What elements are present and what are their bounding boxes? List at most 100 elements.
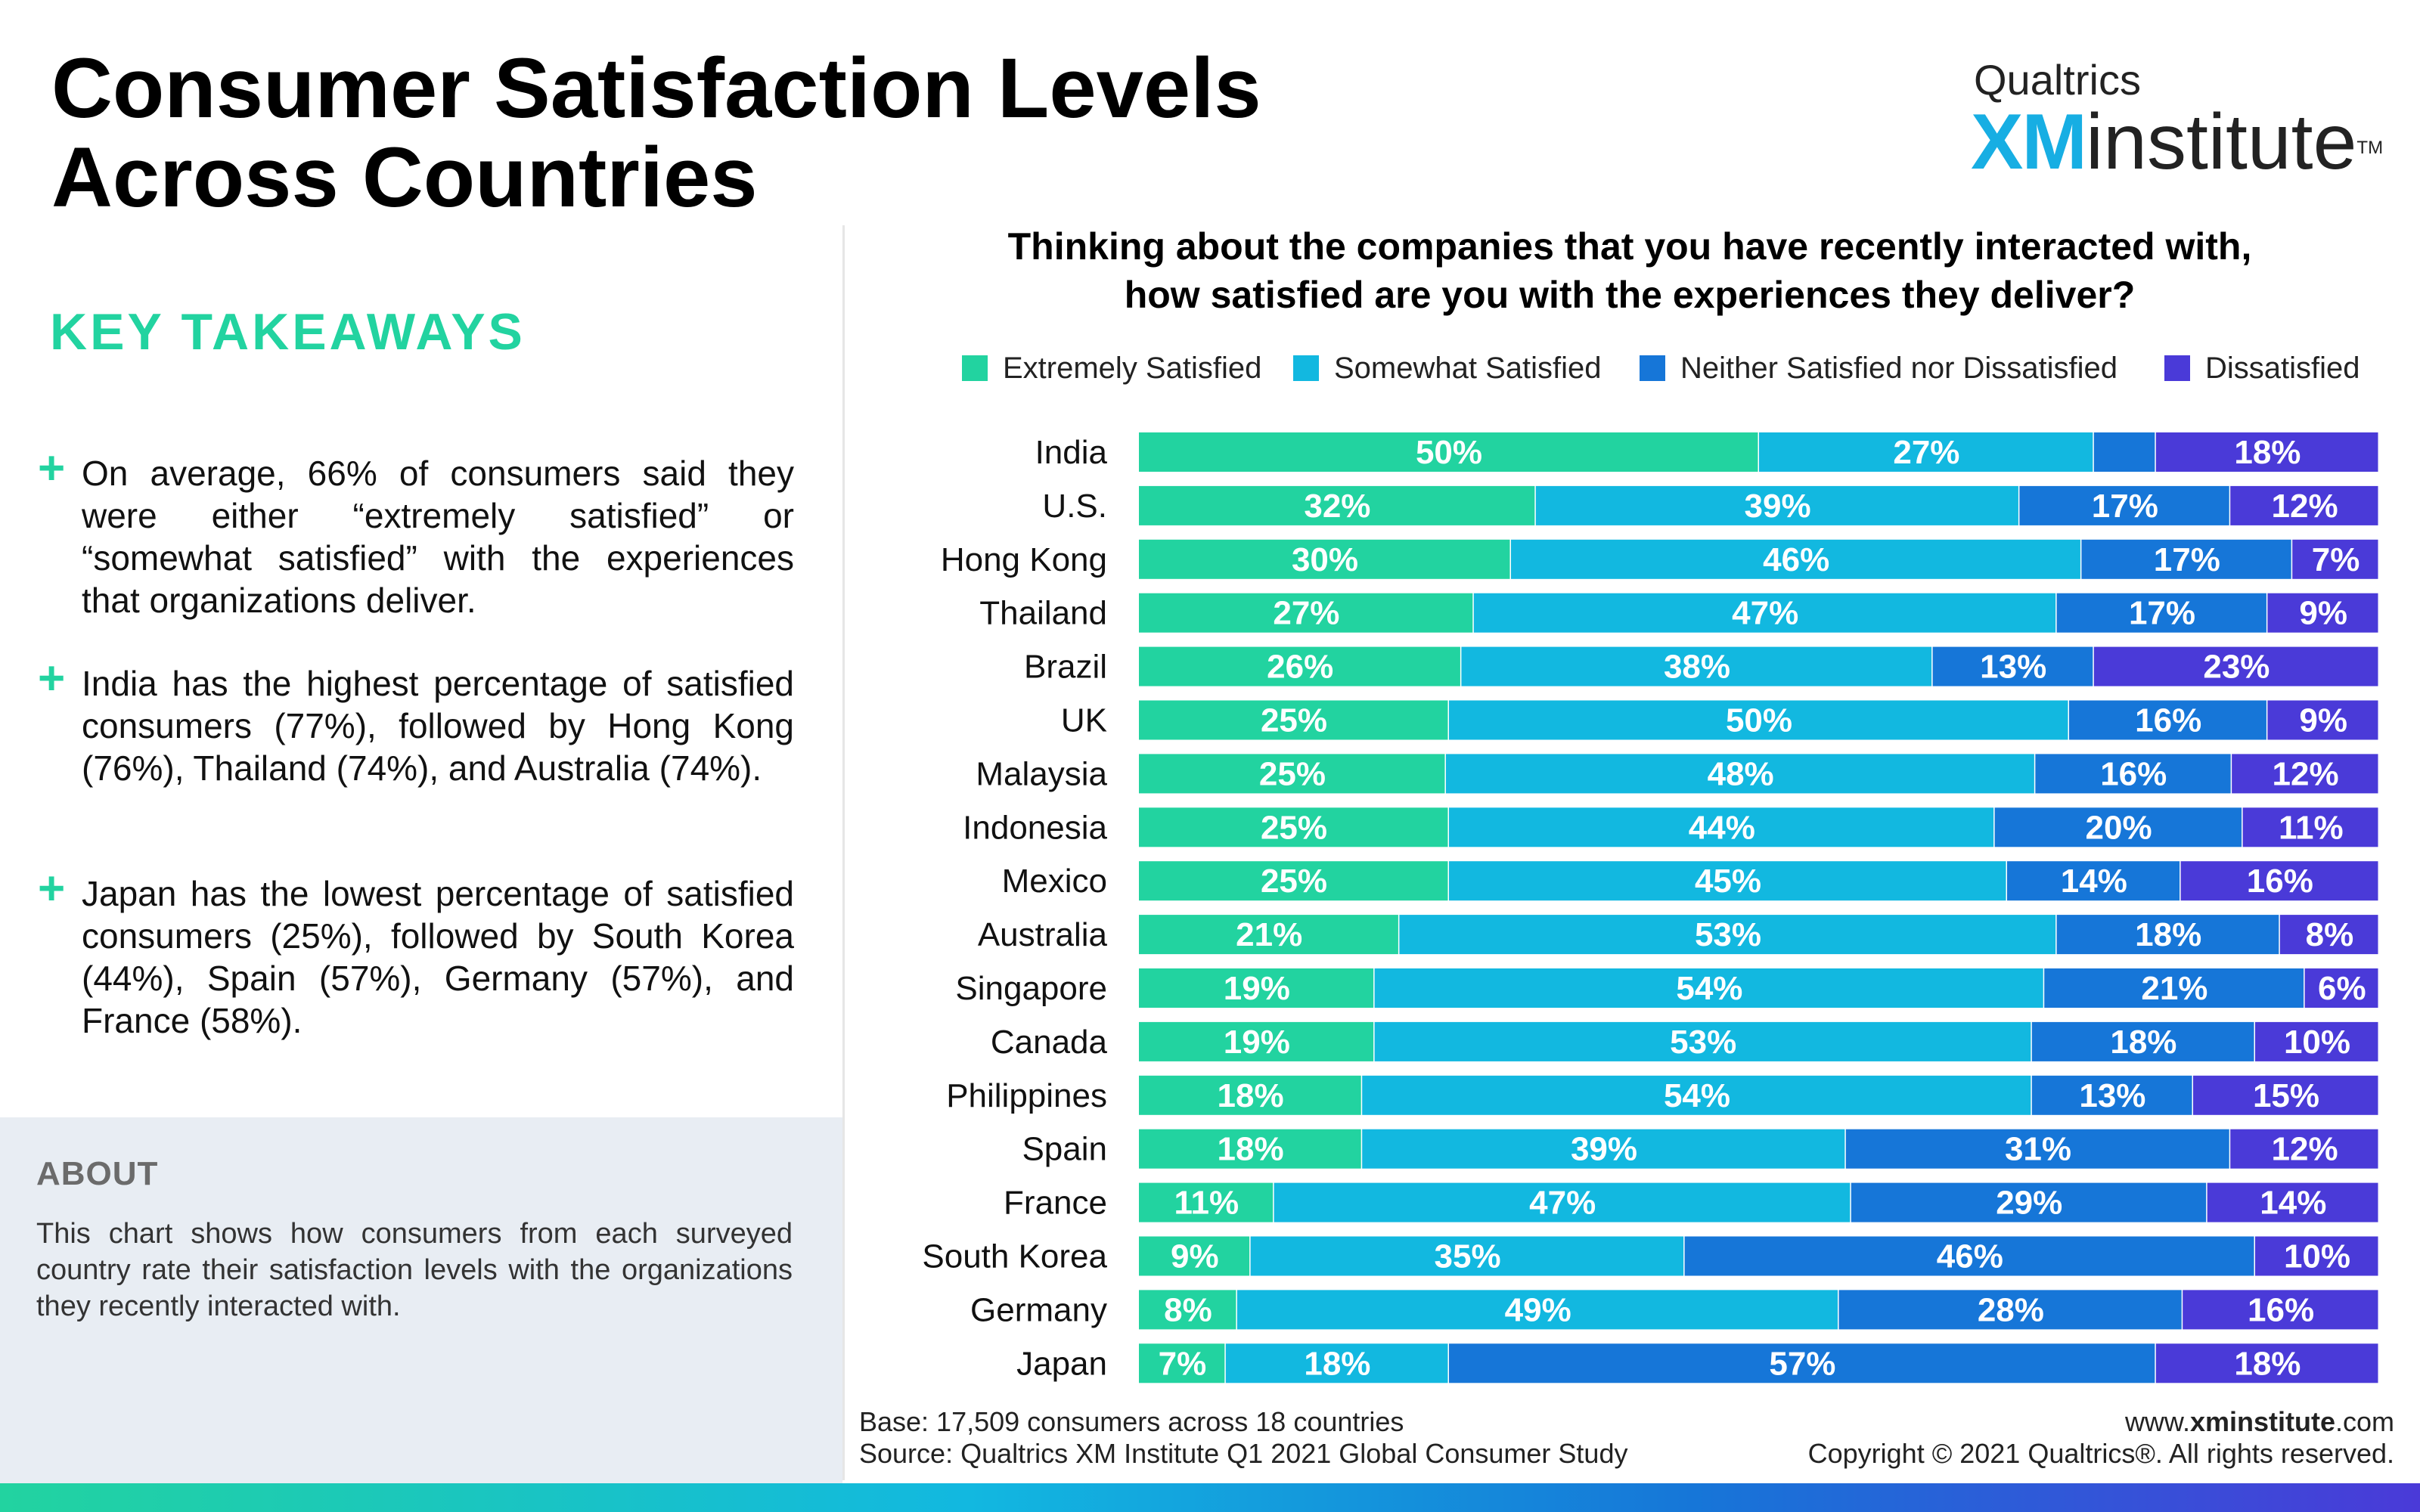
bar-mexico-somewhat-satisfied — [1449, 861, 2006, 901]
bar-malaysia-extremely-satisfied — [1139, 754, 1445, 794]
data-label-australia-extremely-satisfied: 21% — [1236, 916, 1302, 953]
chart-footer-left: Base: 17,509 consumers across 18 countri… — [859, 1406, 1627, 1470]
data-label-singapore-dissatisfied: 6% — [2318, 970, 2366, 1007]
bar-india-dissatisfied — [2155, 432, 2378, 472]
data-label-australia-neither: 18% — [2135, 916, 2201, 953]
website-link[interactable]: www.xminstitute.com — [1808, 1406, 2394, 1438]
bar-thailand-extremely-satisfied — [1139, 593, 1473, 633]
country-label-spain: Spain — [1022, 1131, 1107, 1168]
bar-indonesia-neither — [1994, 807, 2242, 847]
data-label-france-neither: 29% — [1996, 1185, 2062, 1222]
data-label-u-s-dissatisfied: 12% — [2272, 488, 2338, 525]
country-label-brazil: Brazil — [1024, 649, 1107, 686]
bar-hong-kong-neither — [2081, 539, 2291, 579]
country-label-malaysia: Malaysia — [976, 755, 1107, 792]
data-label-philippines-extremely-satisfied: 18% — [1218, 1077, 1284, 1114]
data-label-south-korea-extremely-satisfied: 9% — [1171, 1238, 1219, 1275]
data-label-thailand-extremely-satisfied: 27% — [1273, 595, 1339, 632]
data-label-mexico-extremely-satisfied: 25% — [1261, 863, 1327, 900]
legend-item-extremely-satisfied: Extremely Satisfied — [962, 348, 1261, 389]
bar-malaysia-somewhat-satisfied — [1445, 754, 2034, 794]
bar-philippines-extremely-satisfied — [1139, 1075, 1361, 1115]
bar-hong-kong-extremely-satisfied — [1139, 539, 1510, 579]
url-suffix: .com — [2335, 1406, 2394, 1437]
bar-spain-dissatisfied — [2230, 1129, 2378, 1169]
bar-malaysia-dissatisfied — [2232, 754, 2378, 794]
bar-south-korea-somewhat-satisfied — [1250, 1236, 1684, 1276]
data-label-malaysia-extremely-satisfied: 25% — [1259, 755, 1326, 792]
data-label-france-somewhat-satisfied: 47% — [1529, 1185, 1596, 1222]
data-label-u-s-extremely-satisfied: 32% — [1304, 488, 1370, 525]
data-label-spain-somewhat-satisfied: 39% — [1571, 1131, 1637, 1168]
data-label-brazil-somewhat-satisfied: 38% — [1664, 649, 1730, 686]
plus-icon: + — [38, 863, 66, 915]
plus-icon: + — [38, 442, 66, 494]
country-label-germany: Germany — [970, 1291, 1107, 1328]
legend-label: Neither Satisfied nor Dissatisfied — [1680, 351, 2118, 385]
bar-australia-extremely-satisfied — [1139, 915, 1398, 955]
chart-title-line-2: how satisfied are you with the experienc… — [1124, 274, 2136, 316]
data-label-mexico-neither: 14% — [2061, 863, 2127, 900]
legend-swatch — [2164, 355, 2190, 381]
bar-uk-dissatisfied — [2267, 700, 2378, 740]
data-label-indonesia-somewhat-satisfied: 44% — [1689, 809, 1755, 846]
data-label-spain-neither: 31% — [2005, 1131, 2071, 1168]
data-label-brazil-neither: 13% — [1980, 649, 2046, 686]
data-label-south-korea-neither: 46% — [1937, 1238, 2003, 1275]
bar-india-somewhat-satisfied — [1759, 432, 2093, 472]
country-label-australia: Australia — [978, 916, 1108, 953]
data-label-germany-neither: 28% — [1978, 1291, 2044, 1328]
country-label-mexico: Mexico — [1002, 863, 1107, 900]
data-label-hong-kong-dissatisfied: 7% — [2312, 541, 2360, 578]
bar-canada-extremely-satisfied — [1139, 1021, 1374, 1061]
data-label-philippines-neither: 13% — [2079, 1077, 2145, 1114]
bar-philippines-somewhat-satisfied — [1362, 1075, 2031, 1115]
data-label-singapore-somewhat-satisfied: 54% — [1676, 970, 1742, 1007]
takeaway-item-3: + Japan has the lowest percentage of sat… — [38, 863, 794, 1042]
bar-brazil-somewhat-satisfied — [1461, 646, 1932, 686]
data-label-philippines-somewhat-satisfied: 54% — [1664, 1077, 1730, 1114]
data-label-indonesia-extremely-satisfied: 25% — [1261, 809, 1327, 846]
bar-japan-neither — [1449, 1343, 2155, 1383]
data-label-canada-extremely-satisfied: 19% — [1224, 1024, 1290, 1061]
bar-brazil-neither — [1932, 646, 2093, 686]
data-label-canada-dissatisfied: 10% — [2284, 1024, 2350, 1061]
bar-mexico-neither — [2007, 861, 2180, 901]
bar-philippines-dissatisfied — [2193, 1075, 2378, 1115]
data-label-brazil-dissatisfied: 23% — [2203, 649, 2270, 686]
bar-indonesia-extremely-satisfied — [1139, 807, 1448, 847]
country-label-japan: Japan — [1016, 1345, 1107, 1382]
bar-japan-somewhat-satisfied — [1225, 1343, 1448, 1383]
chart-legend: Extremely Satisfied Somewhat Satisfied N… — [962, 348, 2384, 389]
data-label-france-dissatisfied: 14% — [2260, 1185, 2326, 1222]
legend-label: Extremely Satisfied — [1003, 351, 1262, 385]
data-label-malaysia-neither: 16% — [2100, 755, 2167, 792]
legend-item-dissatisfied: Dissatisfied — [2164, 348, 2360, 389]
bottom-gradient-band — [0, 1483, 2420, 1512]
logo-xm: XM — [1971, 98, 2087, 186]
data-label-brazil-extremely-satisfied: 26% — [1267, 649, 1333, 686]
data-label-india-extremely-satisfied: 50% — [1416, 434, 1482, 471]
bar-malaysia-neither — [2035, 754, 2231, 794]
bar-u-s-neither — [2019, 485, 2229, 525]
legend-swatch — [962, 355, 988, 381]
country-label-uk: UK — [1061, 702, 1107, 739]
data-label-thailand-dissatisfied: 9% — [2299, 595, 2347, 632]
bar-brazil-dissatisfied — [2093, 646, 2378, 686]
data-label-indonesia-dissatisfied: 11% — [2279, 809, 2344, 846]
bar-thailand-dissatisfied — [2267, 593, 2378, 633]
data-label-japan-extremely-satisfied: 7% — [1159, 1345, 1207, 1382]
vertical-divider — [842, 225, 845, 1480]
data-label-uk-extremely-satisfied: 25% — [1261, 702, 1327, 739]
country-label-singapore: Singapore — [955, 970, 1107, 1007]
bar-hong-kong-dissatisfied — [2292, 539, 2378, 579]
data-label-france-extremely-satisfied: 11% — [1174, 1185, 1239, 1222]
data-label-thailand-neither: 17% — [2129, 595, 2195, 632]
title-line-2: Across Countries — [51, 130, 758, 225]
bar-japan-dissatisfied — [2155, 1343, 2378, 1383]
bar-india-neither — [2093, 432, 2155, 472]
bar-mexico-dissatisfied — [2180, 861, 2378, 901]
data-label-uk-dissatisfied: 9% — [2299, 702, 2347, 739]
bar-spain-extremely-satisfied — [1139, 1129, 1361, 1169]
logo-company: Qualtrics — [1974, 56, 2141, 104]
